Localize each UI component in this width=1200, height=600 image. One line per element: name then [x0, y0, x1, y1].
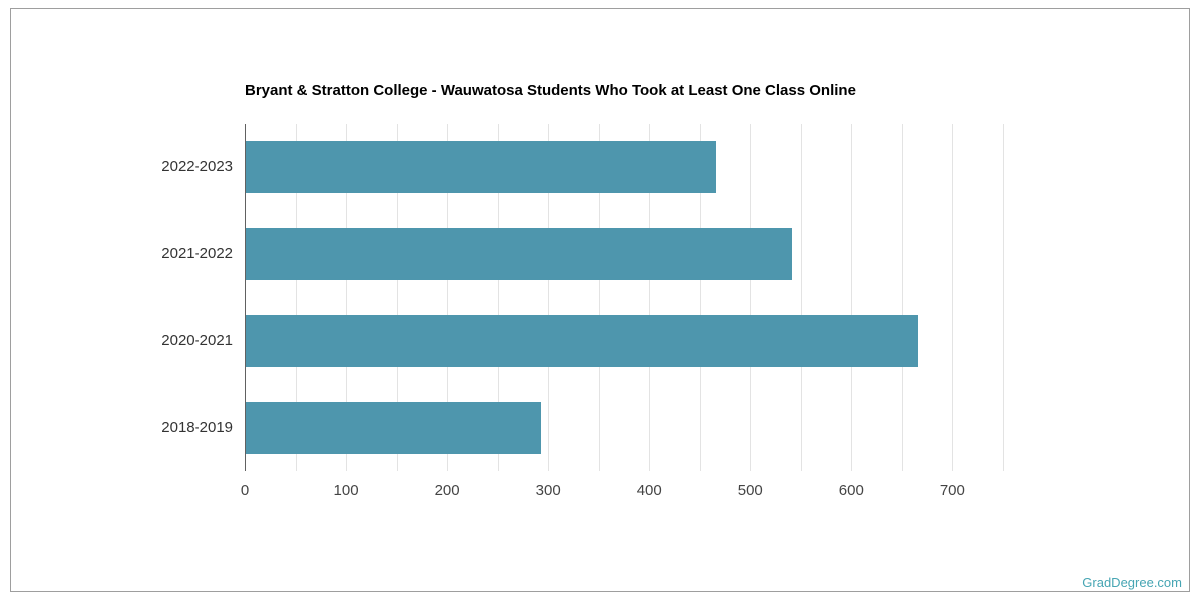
- gridline: [851, 124, 853, 471]
- y-axis-line: [245, 124, 246, 471]
- gridline: [1002, 124, 1004, 471]
- gridline: [346, 124, 348, 471]
- gridline: [598, 124, 600, 471]
- x-axis-label: 600: [838, 482, 864, 499]
- y-axis-label: 2020-2021: [161, 331, 233, 349]
- gridline: [295, 124, 297, 471]
- watermark-link[interactable]: GradDegree.com: [1082, 575, 1182, 590]
- x-axis-label: 0: [240, 482, 250, 499]
- gridline: [750, 124, 752, 471]
- bar: [246, 141, 716, 194]
- gridline: [447, 124, 449, 471]
- gridline: [548, 124, 550, 471]
- x-axis-label: 300: [535, 482, 561, 499]
- x-axis-label: 200: [434, 482, 460, 499]
- x-axis-label: 700: [939, 482, 965, 499]
- bar: [246, 314, 918, 367]
- x-axis-label: 400: [636, 482, 662, 499]
- y-axis-label: 2021-2022: [161, 245, 233, 263]
- gridline: [396, 124, 398, 471]
- y-axis-label: 2018-2019: [161, 418, 233, 436]
- gridline: [800, 124, 802, 471]
- bar: [246, 401, 542, 454]
- chart-title: Bryant & Stratton College - Wauwatosa St…: [245, 82, 856, 99]
- gridline: [952, 124, 954, 471]
- gridline: [699, 124, 701, 471]
- y-axis-label: 2022-2023: [161, 158, 233, 176]
- gridline: [649, 124, 651, 471]
- x-axis-label: 100: [333, 482, 359, 499]
- bar: [246, 228, 792, 281]
- gridline: [901, 124, 903, 471]
- gridline: [497, 124, 499, 471]
- x-axis-label: 500: [737, 482, 763, 499]
